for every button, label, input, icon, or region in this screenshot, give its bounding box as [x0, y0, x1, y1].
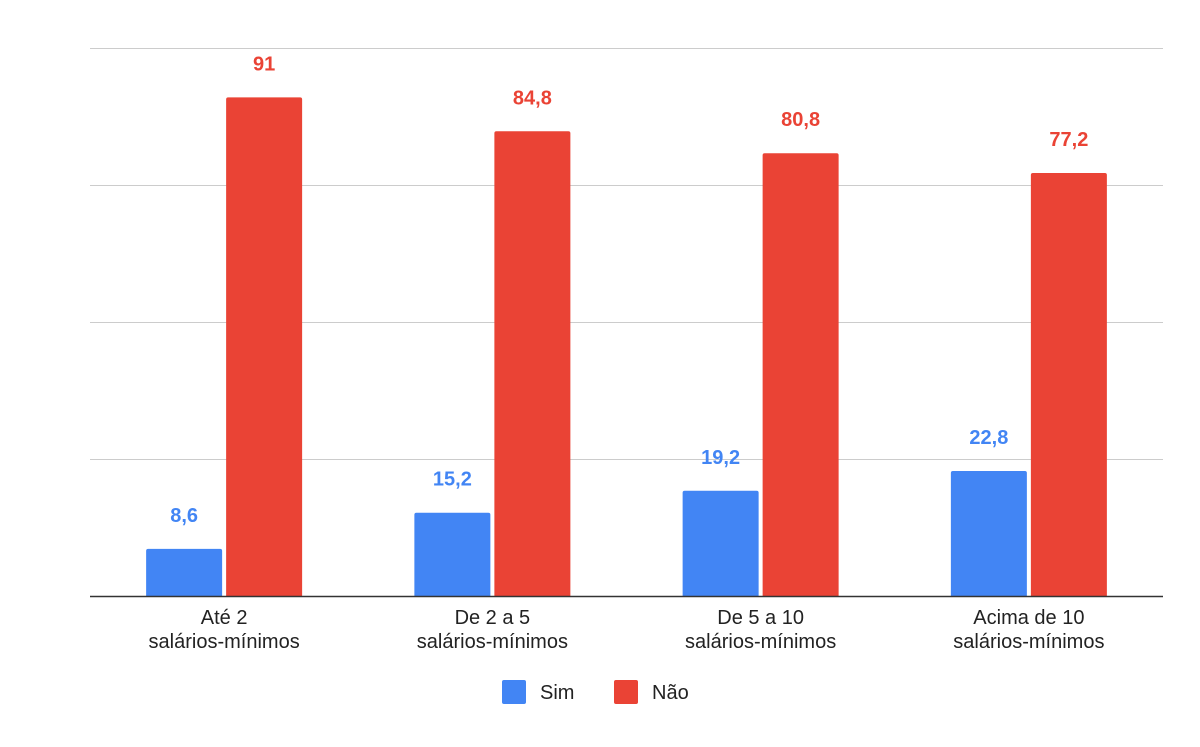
- legend-swatch: [502, 680, 526, 704]
- data-label: 22,8: [969, 427, 1008, 449]
- data-label: 91: [253, 53, 275, 75]
- bar-sim: [146, 548, 223, 596]
- bar-sim: [950, 471, 1027, 596]
- data-label: 80,8: [781, 109, 820, 131]
- bar-sim: [414, 512, 491, 596]
- x-tick-label: Acima de 10 salários-mínimos: [953, 607, 1104, 653]
- legend-label: Sim: [540, 682, 574, 704]
- x-tick-label: De 2 a 5 salários-mínimos: [417, 607, 568, 653]
- data-label: 8,6: [170, 505, 198, 527]
- bar-no: [762, 153, 839, 596]
- bar-no: [1030, 172, 1107, 596]
- legend-label: Não: [652, 682, 689, 704]
- bar-sim: [682, 490, 759, 596]
- bar-no: [226, 97, 303, 596]
- x-tick-label: Até 2 salários-mínimos: [149, 607, 300, 653]
- x-tick-label: De 5 a 10 salários-mínimos: [685, 607, 836, 653]
- data-label: 77,2: [1049, 129, 1088, 151]
- bar-no: [494, 131, 571, 596]
- legend-swatch: [614, 680, 638, 704]
- data-label: 15,2: [433, 469, 472, 491]
- data-label: 19,2: [701, 447, 740, 469]
- data-label: 84,8: [513, 87, 552, 109]
